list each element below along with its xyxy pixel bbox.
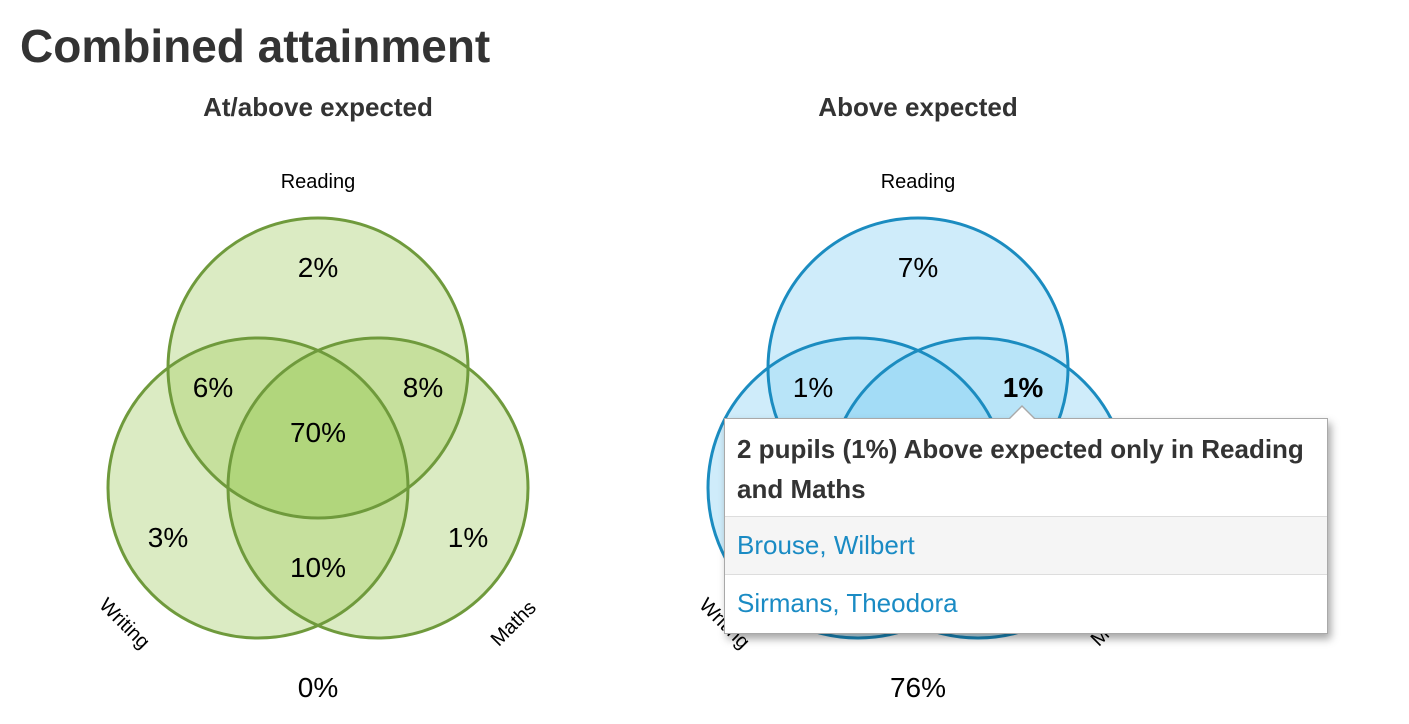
set-label-reading: Reading [281,171,356,193]
region-reading-only[interactable]: 2% [298,252,338,283]
pupil-list: Brouse, Wilbert Sirmans, Theodora [725,517,1327,631]
region-reading-writing[interactable]: 1% [793,372,833,403]
region-reading-writing[interactable]: 6% [193,372,233,403]
pupil-link[interactable]: Brouse, Wilbert [725,517,1327,574]
region-writing-maths[interactable]: 10% [290,552,346,583]
circle-outlines [106,216,530,640]
region-none[interactable]: 76% [890,672,946,703]
chart-title: Above expected [818,92,1017,122]
set-label-maths: Maths [487,597,541,651]
overlap-all-three[interactable] [168,218,468,518]
region-reading-maths[interactable]: 1% [1003,372,1044,403]
region-writing-only[interactable]: 3% [148,522,188,553]
chart-title: At/above expected [203,92,433,122]
set-label-reading: Reading [881,171,956,193]
region-reading-maths[interactable]: 8% [403,372,443,403]
pupil-link[interactable]: Sirmans, Theodora [725,574,1327,631]
set-label-writing: Writing [95,594,154,653]
region-reading-only[interactable]: 7% [898,252,938,283]
region-none[interactable]: 0% [298,672,338,703]
pupil-popover: 2 pupils (1%) Above expected only in Rea… [724,405,1328,634]
venn-chart-at-above: At/above expected Reading Writing [95,92,541,703]
page-title: Combined attainment [20,20,491,72]
region-maths-only[interactable]: 1% [448,522,488,553]
region-all-three[interactable]: 70% [290,417,346,448]
set-circles [108,218,528,638]
popover-header: 2 pupils (1%) Above expected only in Rea… [725,419,1327,517]
